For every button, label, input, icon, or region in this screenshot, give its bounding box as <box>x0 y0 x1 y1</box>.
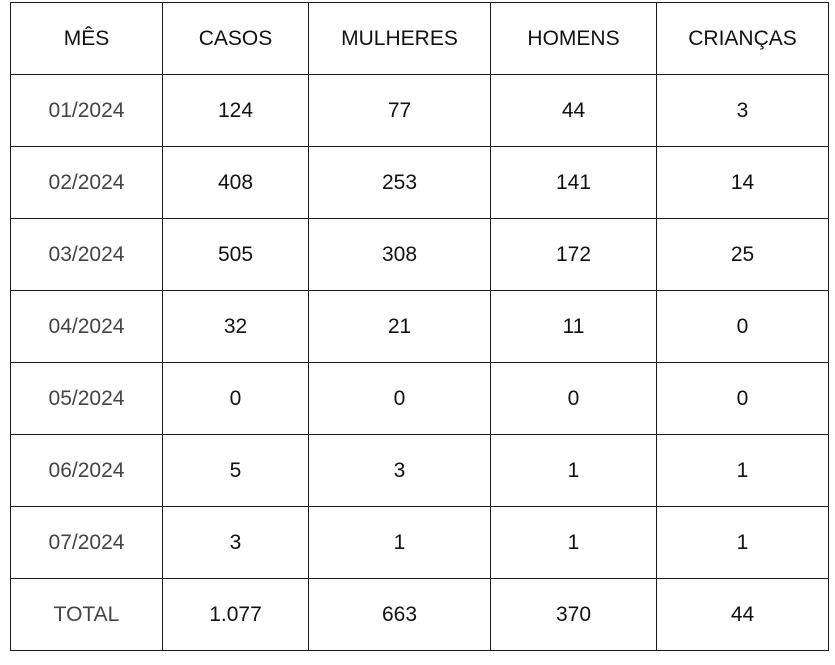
mulheres-cell: 0 <box>308 362 491 435</box>
criancas-cell: 1 <box>656 434 829 507</box>
mulheres-cell: 253 <box>308 146 491 219</box>
casos-cell: 408 <box>162 146 309 219</box>
casos-cell: 5 <box>162 434 309 507</box>
table-row: 01/2024 124 77 44 3 <box>10 74 829 147</box>
homens-cell: 172 <box>490 218 657 291</box>
criancas-cell: 25 <box>656 218 829 291</box>
month-cell: 03/2024 <box>10 218 163 291</box>
header-casos: CASOS <box>162 2 309 75</box>
homens-cell: 141 <box>490 146 657 219</box>
total-label-cell: TOTAL <box>10 578 163 651</box>
header-mes: MÊS <box>10 2 163 75</box>
table-row: 02/2024 408 253 141 14 <box>10 146 829 219</box>
casos-cell: 3 <box>162 506 309 579</box>
mulheres-cell: 308 <box>308 218 491 291</box>
criancas-cell: 3 <box>656 74 829 147</box>
criancas-cell: 0 <box>656 290 829 363</box>
mulheres-cell: 3 <box>308 434 491 507</box>
homens-cell: 1 <box>490 434 657 507</box>
total-casos-cell: 1.077 <box>162 578 309 651</box>
month-cell: 04/2024 <box>10 290 163 363</box>
casos-cell: 505 <box>162 218 309 291</box>
mulheres-cell: 21 <box>308 290 491 363</box>
criancas-cell: 14 <box>656 146 829 219</box>
casos-cell: 0 <box>162 362 309 435</box>
month-cell: 06/2024 <box>10 434 163 507</box>
total-homens-cell: 370 <box>490 578 657 651</box>
cases-table-container: MÊS CASOS MULHERES HOMENS CRIANÇAS 01/20… <box>10 2 829 651</box>
mulheres-cell: 1 <box>308 506 491 579</box>
table-header-row: MÊS CASOS MULHERES HOMENS CRIANÇAS <box>10 2 829 75</box>
total-criancas-cell: 44 <box>656 578 829 651</box>
casos-cell: 32 <box>162 290 309 363</box>
month-cell: 05/2024 <box>10 362 163 435</box>
mulheres-cell: 77 <box>308 74 491 147</box>
criancas-cell: 0 <box>656 362 829 435</box>
header-criancas: CRIANÇAS <box>656 2 829 75</box>
criancas-cell: 1 <box>656 506 829 579</box>
month-cell: 01/2024 <box>10 74 163 147</box>
homens-cell: 0 <box>490 362 657 435</box>
table-row: 06/2024 5 3 1 1 <box>10 434 829 507</box>
homens-cell: 1 <box>490 506 657 579</box>
table-row: 03/2024 505 308 172 25 <box>10 218 829 291</box>
table-row: 05/2024 0 0 0 0 <box>10 362 829 435</box>
table-row: 04/2024 32 21 11 0 <box>10 290 829 363</box>
table-row: 07/2024 3 1 1 1 <box>10 506 829 579</box>
homens-cell: 11 <box>490 290 657 363</box>
header-mulheres: MULHERES <box>308 2 491 75</box>
header-homens: HOMENS <box>490 2 657 75</box>
casos-cell: 124 <box>162 74 309 147</box>
table-total-row: TOTAL 1.077 663 370 44 <box>10 578 829 651</box>
total-mulheres-cell: 663 <box>308 578 491 651</box>
month-cell: 02/2024 <box>10 146 163 219</box>
homens-cell: 44 <box>490 74 657 147</box>
cases-table: MÊS CASOS MULHERES HOMENS CRIANÇAS 01/20… <box>10 2 829 651</box>
month-cell: 07/2024 <box>10 506 163 579</box>
